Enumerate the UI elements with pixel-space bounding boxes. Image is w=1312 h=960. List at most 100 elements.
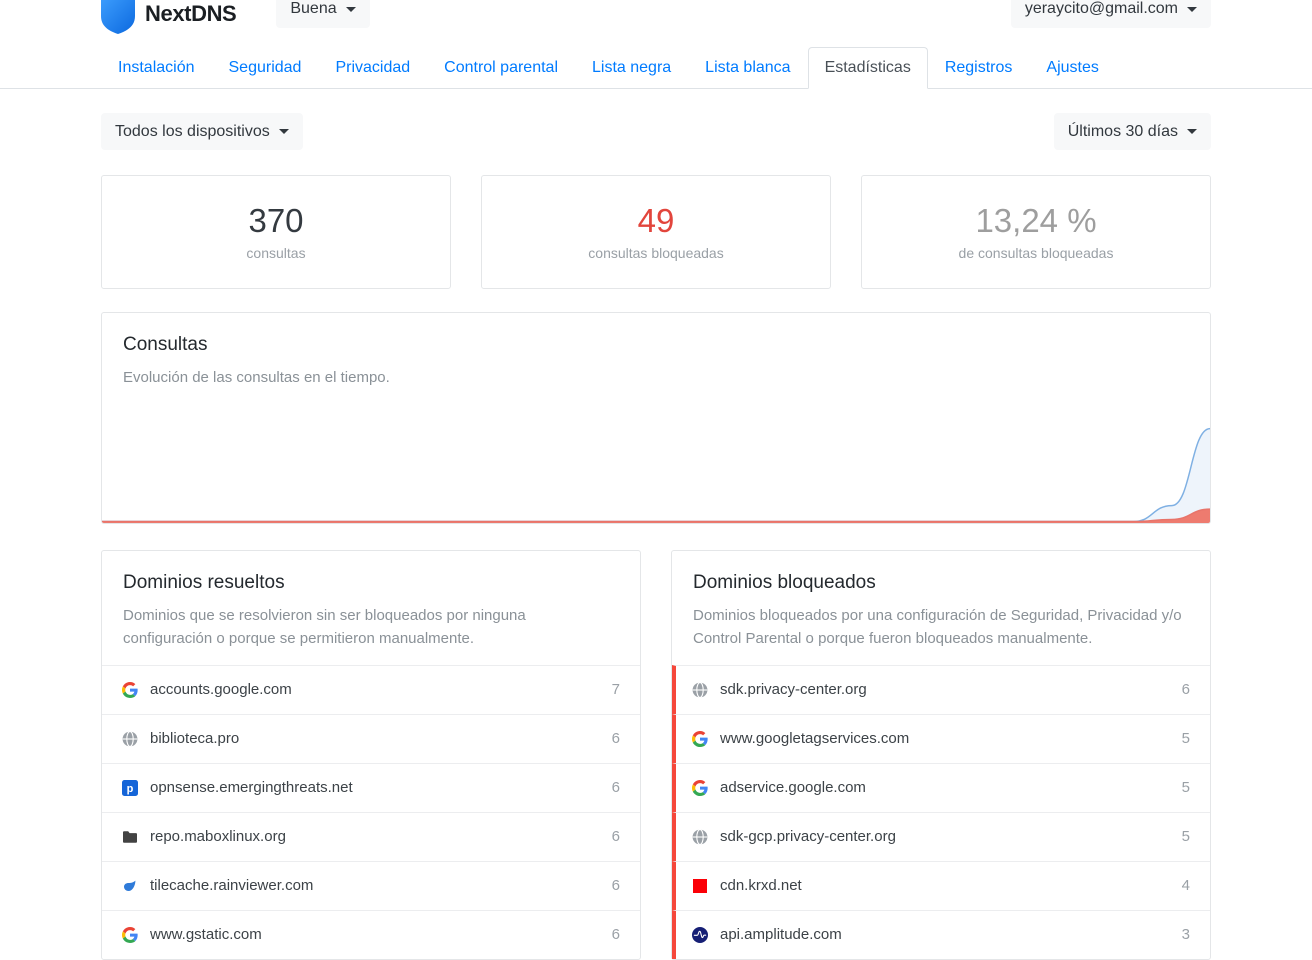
domain-row[interactable]: adservice.google.com 5 bbox=[672, 762, 1210, 812]
google-favicon-icon bbox=[122, 926, 138, 943]
google-favicon-icon bbox=[122, 681, 138, 698]
chevron-down-icon bbox=[1187, 129, 1197, 134]
stats-summary: 370 consultas 49 consultas bloqueadas 13… bbox=[101, 175, 1211, 289]
nav-tab[interactable]: Estadísticas bbox=[807, 47, 928, 89]
domains-section: Dominios resueltos Dominios que se resol… bbox=[101, 550, 1211, 960]
blocked-domains-description: Dominios bloqueados por una configuració… bbox=[693, 607, 1182, 648]
google-favicon-icon bbox=[692, 730, 708, 747]
brand-logo[interactable]: NextDNS bbox=[101, 0, 237, 36]
stat-value: 13,24 % bbox=[975, 202, 1097, 240]
filter-row: Todos los dispositivos Últimos 30 días bbox=[101, 113, 1211, 150]
queries-chart-card: Consultas Evolución de las consultas en … bbox=[101, 312, 1211, 524]
chevron-down-icon bbox=[345, 6, 356, 12]
domain-row[interactable]: www.gstatic.com 6 bbox=[102, 909, 640, 959]
app-header: NextDNS Buena yeraycito@gmail.com bbox=[101, 0, 1211, 42]
domain-name: opnsense.emergingthreats.net bbox=[150, 779, 353, 796]
chevron-down-icon bbox=[278, 129, 289, 134]
nav-tab[interactable]: Lista blanca bbox=[688, 47, 807, 89]
domain-row[interactable]: repo.maboxlinux.org 6 bbox=[102, 811, 640, 861]
stat-label: consultas bbox=[246, 244, 306, 261]
nav-tab-label: Seguridad bbox=[228, 59, 302, 76]
domain-row[interactable]: accounts.google.com 7 bbox=[102, 664, 640, 714]
rainviewer-favicon-icon bbox=[122, 878, 138, 894]
query-count: 6 bbox=[611, 779, 620, 796]
query-count: 3 bbox=[1181, 926, 1190, 943]
nav-tabs: Instalación Seguridad Privacidad Control… bbox=[101, 42, 1211, 89]
config-selector-label: Buena bbox=[290, 0, 337, 17]
domain-name: biblioteca.pro bbox=[150, 730, 240, 747]
svg-text:p: p bbox=[127, 783, 134, 795]
nav-tab-label: Estadísticas bbox=[824, 59, 911, 76]
resolved-domains-title: Dominios resueltos bbox=[123, 572, 285, 593]
domain-row[interactable]: tilecache.rainviewer.com 6 bbox=[102, 860, 640, 910]
account-dropdown[interactable]: yeraycito@gmail.com bbox=[1010, 0, 1211, 28]
domain-name: accounts.google.com bbox=[150, 681, 292, 698]
query-count: 6 bbox=[611, 730, 620, 747]
nav-tab-label: Lista blanca bbox=[705, 59, 791, 76]
chevron-down-icon bbox=[1187, 6, 1197, 12]
domain-name: sdk-gcp.privacy-center.org bbox=[720, 828, 896, 845]
domain-row[interactable]: biblioteca.pro 6 bbox=[102, 713, 640, 763]
domain-name: www.googletagservices.com bbox=[720, 730, 910, 747]
nav-tab[interactable]: Instalación bbox=[101, 47, 212, 89]
nav-tab-label: Lista negra bbox=[592, 59, 672, 76]
queries-chart-subtitle: Evolución de las consultas en el tiempo. bbox=[123, 369, 390, 386]
config-selector-dropdown[interactable]: Buena bbox=[276, 0, 370, 28]
blocked-domains-card: Dominios bloqueados Dominios bloqueados … bbox=[671, 550, 1211, 960]
resolved-domains-card: Dominios resueltos Dominios que se resol… bbox=[101, 550, 641, 960]
blocked-domains-title: Dominios bloqueados bbox=[693, 572, 876, 593]
query-count: 6 bbox=[1181, 681, 1190, 698]
stat-card: 49 consultas bloqueadas bbox=[481, 175, 831, 289]
period-filter-dropdown[interactable]: Últimos 30 días bbox=[1053, 113, 1211, 150]
amplitude-favicon-icon bbox=[692, 926, 708, 943]
domain-row[interactable]: sdk-gcp.privacy-center.org 5 bbox=[672, 811, 1210, 861]
nav-tab-label: Instalación bbox=[118, 59, 195, 76]
folder-favicon-icon bbox=[122, 829, 138, 845]
nav-tab[interactable]: Privacidad bbox=[318, 47, 427, 89]
stat-card: 13,24 % de consultas bloqueadas bbox=[861, 175, 1211, 289]
domain-name: adservice.google.com bbox=[720, 779, 866, 796]
stat-label: consultas bloqueadas bbox=[588, 244, 724, 261]
nav-tab[interactable]: Control parental bbox=[427, 47, 575, 89]
globe-favicon-icon bbox=[692, 681, 708, 698]
account-email-label: yeraycito@gmail.com bbox=[1024, 0, 1178, 17]
devices-filter-dropdown[interactable]: Todos los dispositivos bbox=[101, 113, 303, 150]
nav-tab-label: Control parental bbox=[444, 59, 558, 76]
resolved-domains-description: Dominios que se resolvieron sin ser bloq… bbox=[123, 607, 526, 648]
query-count: 5 bbox=[1181, 779, 1190, 796]
stat-value: 370 bbox=[248, 202, 304, 240]
nav-tab-label: Ajustes bbox=[1046, 59, 1099, 76]
domain-row[interactable]: www.googletagservices.com 5 bbox=[672, 713, 1210, 763]
nextdns-shield-icon bbox=[101, 0, 135, 34]
redsquare-favicon-icon bbox=[692, 878, 708, 894]
nav-tab[interactable]: Seguridad bbox=[212, 47, 319, 89]
nav-tab[interactable]: Ajustes bbox=[1029, 47, 1115, 89]
devices-filter-label: Todos los dispositivos bbox=[115, 122, 270, 140]
query-count: 6 bbox=[611, 877, 620, 894]
resolved-domains-list: accounts.google.com 7 biblioteca.pro 6 p… bbox=[102, 664, 640, 959]
stat-card: 370 consultas bbox=[101, 175, 451, 289]
domain-row[interactable]: sdk.privacy-center.org 6 bbox=[672, 664, 1210, 714]
domain-name: repo.maboxlinux.org bbox=[150, 828, 286, 845]
query-count: 5 bbox=[1181, 828, 1190, 845]
query-count: 5 bbox=[1181, 730, 1190, 747]
blocked-domains-list: sdk.privacy-center.org 6 www.googletagse… bbox=[672, 664, 1210, 959]
query-count: 4 bbox=[1181, 877, 1190, 894]
query-count: 6 bbox=[611, 828, 620, 845]
domain-name: sdk.privacy-center.org bbox=[720, 681, 867, 698]
period-filter-label: Últimos 30 días bbox=[1067, 122, 1178, 140]
query-count: 7 bbox=[611, 681, 620, 698]
stat-label: de consultas bloqueadas bbox=[958, 244, 1114, 261]
brand-name: NextDNS bbox=[145, 1, 237, 26]
domain-name: www.gstatic.com bbox=[150, 926, 262, 943]
queries-area-chart[interactable] bbox=[102, 413, 1210, 523]
globe-favicon-icon bbox=[122, 730, 138, 747]
domain-row[interactable]: api.amplitude.com 3 bbox=[672, 909, 1210, 959]
domain-row[interactable]: p opnsense.emergingthreats.net 6 bbox=[102, 762, 640, 812]
globe-favicon-icon bbox=[692, 828, 708, 845]
domain-name: api.amplitude.com bbox=[720, 926, 842, 943]
nav-tab-label: Privacidad bbox=[335, 59, 411, 76]
domain-row[interactable]: cdn.krxd.net 4 bbox=[672, 860, 1210, 910]
nav-tab[interactable]: Lista negra bbox=[575, 47, 688, 89]
nav-tab[interactable]: Registros bbox=[928, 47, 1030, 89]
